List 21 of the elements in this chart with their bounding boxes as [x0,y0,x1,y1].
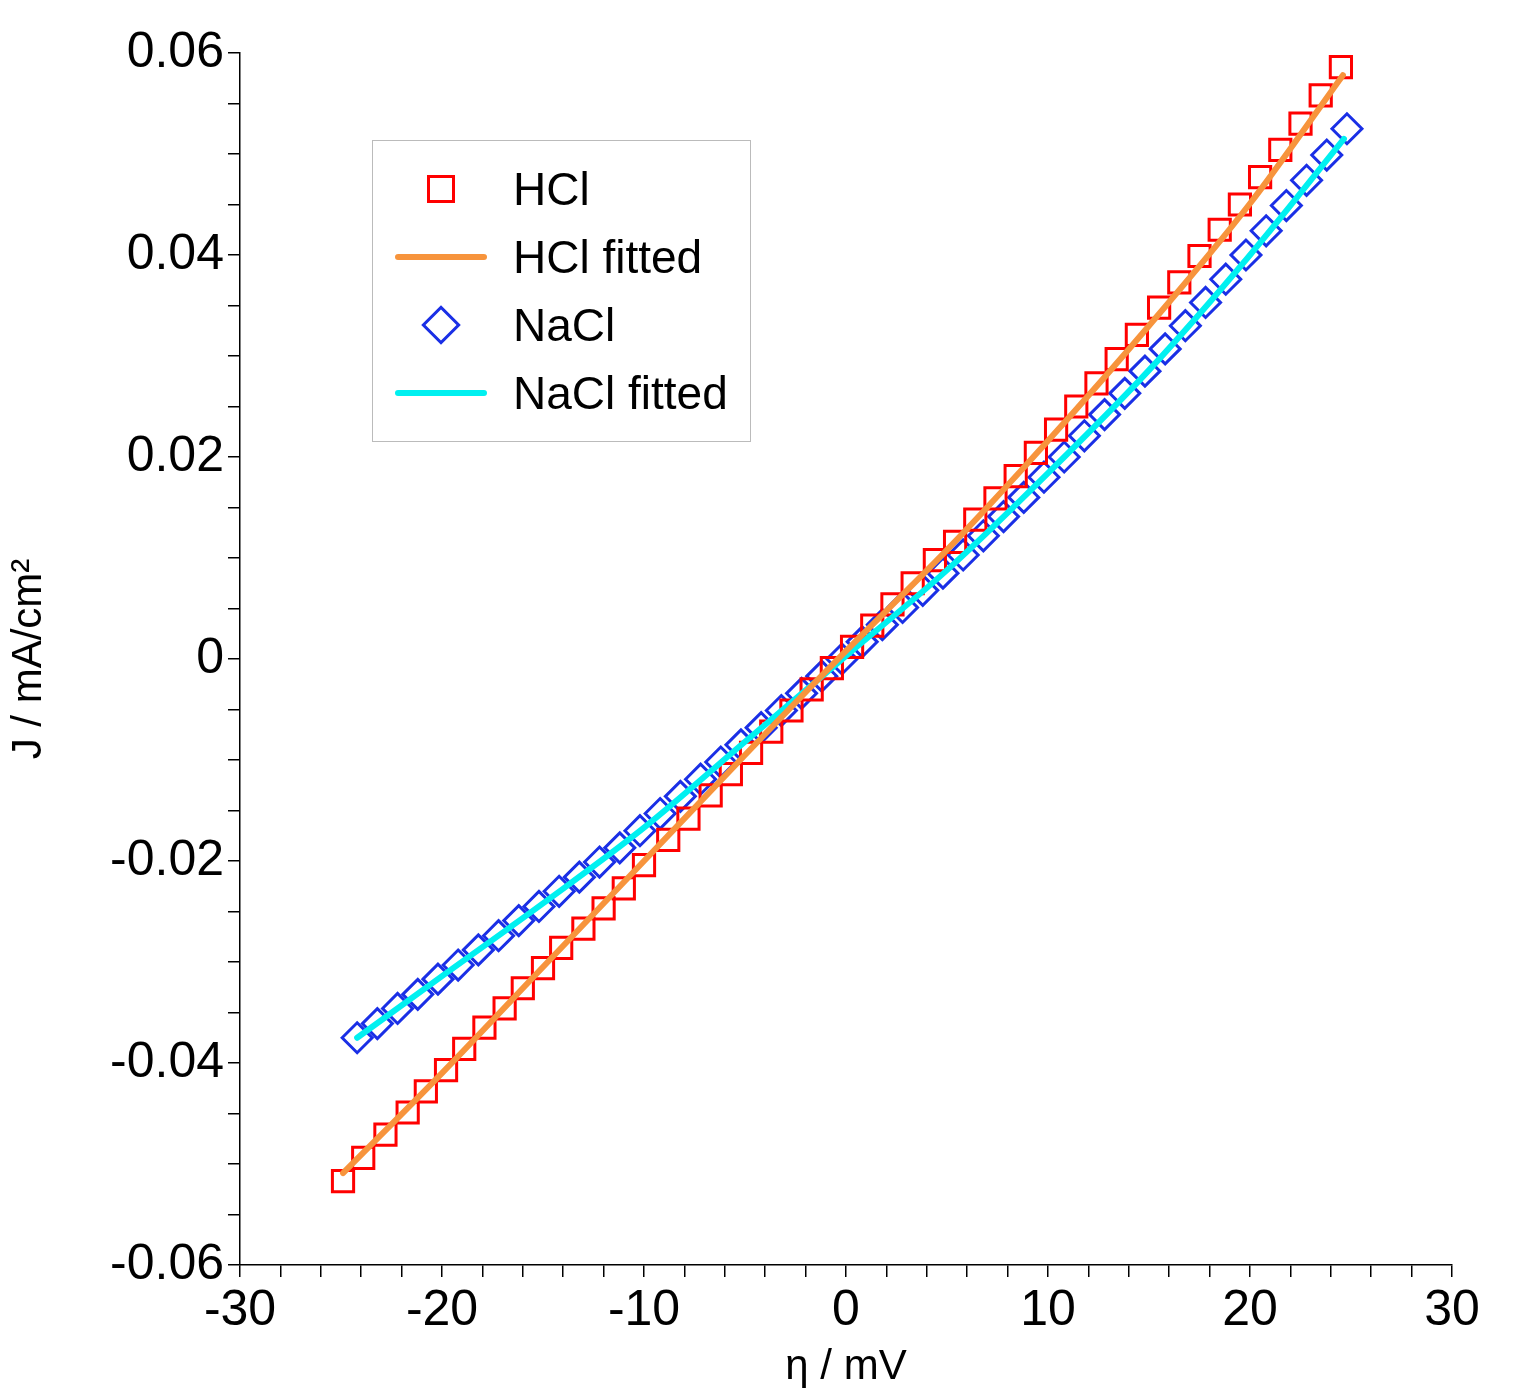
y-tick-label: 0 [196,627,224,684]
x-tick-label: 30 [1424,1279,1480,1336]
y-tick-label: -0.04 [110,1031,224,1088]
legend-label: HCl fitted [513,230,703,285]
x-axis-title: η / mV [785,1341,907,1389]
y-tick-label: 0.04 [126,223,224,280]
x-tick-label: 10 [1020,1279,1076,1336]
y-axis-title: J / mA/cm² [2,558,50,760]
legend-label: NaCl fitted [513,366,728,421]
point [340,1021,374,1055]
y-tick-label: 0.02 [126,425,224,482]
legend-label: NaCl [513,298,616,353]
point [1330,112,1364,146]
x-tick-label: 20 [1222,1279,1278,1336]
legend-label: HCl [513,162,590,217]
x-tick-label: 0 [832,1279,860,1336]
x-tick-label: -20 [405,1279,479,1336]
y-tick-label: 0.06 [126,21,224,78]
y-tick-label: -0.02 [110,829,224,886]
point [1328,55,1354,80]
x-tick-label: -10 [607,1279,681,1336]
